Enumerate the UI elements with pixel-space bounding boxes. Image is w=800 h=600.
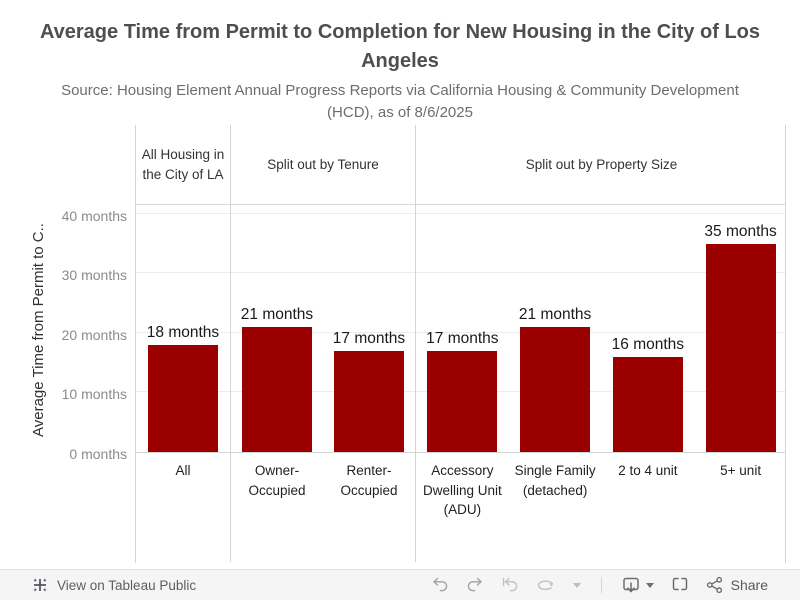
- column-headers-row: All Housing in the City of LA Split out b…: [136, 125, 785, 205]
- category-label: Renter-Occupied: [340, 463, 398, 498]
- bar-single-family-detached-[interactable]: [520, 327, 591, 452]
- y-axis-tick-label: 40 months: [61, 208, 127, 224]
- bar-value-label: 16 months: [611, 336, 685, 353]
- bar-5-unit[interactable]: [705, 244, 776, 452]
- title-block: Average Time from Permit to Completion f…: [0, 18, 800, 124]
- toolbar-separator: [600, 577, 602, 593]
- y-axis-tick-label: 30 months: [61, 267, 127, 283]
- fullscreen-icon: [672, 577, 687, 591]
- redo-icon: [467, 577, 482, 592]
- column-group-header: All Housing in the City of LA: [136, 125, 231, 204]
- column-group-header-label: All Housing in the City of LA: [141, 146, 225, 182]
- bar-value-label: 17 months: [426, 330, 499, 347]
- category-label: Owner-Occupied: [248, 463, 306, 498]
- gridline: [136, 213, 785, 214]
- category-label: 5+ unit: [720, 463, 762, 478]
- bar-groups: 18 months 21 months 17 months 17 months 21 m…: [136, 205, 785, 452]
- bar-cell: 35 months: [694, 205, 787, 452]
- category-label: 2 to 4 unit: [618, 463, 678, 478]
- bar-cell: 17 months: [323, 205, 415, 452]
- category-group: All: [136, 453, 231, 562]
- undo-icon: [432, 577, 447, 592]
- bar-value-label: 18 months: [146, 324, 220, 341]
- column-group-header: Split out by Tenure: [231, 125, 416, 204]
- share-button-label: Share: [730, 577, 768, 593]
- view-on-tableau-public-link[interactable]: View on Tableau Public: [0, 576, 196, 594]
- bar-cell: 17 months: [416, 205, 509, 452]
- download-icon: [622, 577, 639, 593]
- bar-renter-occupied[interactable]: [334, 351, 404, 452]
- plot-body: 18 months 21 months 17 months 17 months 21 m…: [136, 205, 785, 453]
- bar-value-label: 17 months: [332, 330, 406, 347]
- bar-group: 18 months: [136, 205, 231, 452]
- category-group: Owner-Occupied Renter-Occupied: [231, 453, 416, 562]
- category-label: Accessory Dwelling Unit (ADU): [422, 463, 502, 517]
- caret-down-icon: [645, 582, 654, 588]
- bar-accessory-dwelling-unit-adu-[interactable]: [427, 351, 498, 452]
- plot-area: All Housing in the City of LA Split out b…: [135, 125, 786, 563]
- revert-button[interactable]: [498, 573, 522, 597]
- undo-button[interactable]: [428, 573, 452, 597]
- column-group-header-label: Split out by Property Size: [525, 156, 678, 172]
- category-label: Single Family (detached): [514, 463, 596, 498]
- redo-button[interactable]: [463, 573, 487, 597]
- gridline: [136, 272, 785, 273]
- toolbar-actions: Share: [428, 573, 800, 597]
- gridline: [136, 332, 785, 333]
- bar-2-to-4-unit[interactable]: [612, 357, 683, 452]
- column-group-header: Split out by Property Size: [416, 125, 787, 204]
- chart-title: Average Time from Permit to Completion f…: [39, 21, 761, 72]
- category-label: All: [175, 463, 191, 478]
- tableau-toolbar: View on Tableau Public: [0, 569, 800, 600]
- refresh-icon: [537, 580, 553, 591]
- bar-group: 17 months 21 months 16 months 35 months: [416, 205, 787, 452]
- y-axis-tick-label: 20 months: [61, 327, 127, 343]
- bar-cell: 16 months: [602, 205, 695, 452]
- bar-owner-occupied[interactable]: [242, 327, 312, 452]
- bar-value-label: 21 months: [518, 306, 592, 323]
- revert-icon: [502, 577, 517, 592]
- bar-value-label: 21 months: [240, 306, 314, 323]
- bar-group: 21 months 17 months: [231, 205, 416, 452]
- view-on-tableau-public-label: View on Tableau Public: [57, 577, 197, 593]
- bar-cell: 18 months: [136, 205, 230, 452]
- share-button[interactable]: Share: [703, 573, 770, 597]
- chart-subtitle: Source: Housing Element Annual Progress …: [61, 82, 739, 121]
- category-group: Accessory Dwelling Unit (ADU) Single Fami…: [416, 453, 787, 562]
- refresh-button[interactable]: [533, 573, 559, 597]
- bar-value-label: 35 months: [704, 223, 777, 240]
- share-icon: [706, 576, 722, 594]
- category-labels-row: All Owner-Occupied Renter-Occupied Accessor…: [136, 453, 785, 562]
- caret-down-icon: [572, 582, 581, 588]
- fullscreen-button[interactable]: [668, 573, 692, 597]
- y-axis-tick-label: 0 months: [69, 446, 127, 462]
- tableau-logo-icon: [33, 578, 47, 592]
- bar-all[interactable]: [148, 345, 218, 452]
- download-button[interactable]: [619, 573, 657, 597]
- y-axis-tick-label: 10 months: [61, 386, 127, 402]
- bar-cell: 21 months: [231, 205, 323, 452]
- bar-cell: 21 months: [509, 205, 602, 452]
- column-group-header-label: Split out by Tenure: [267, 156, 379, 172]
- refresh-menu-button[interactable]: [570, 580, 584, 591]
